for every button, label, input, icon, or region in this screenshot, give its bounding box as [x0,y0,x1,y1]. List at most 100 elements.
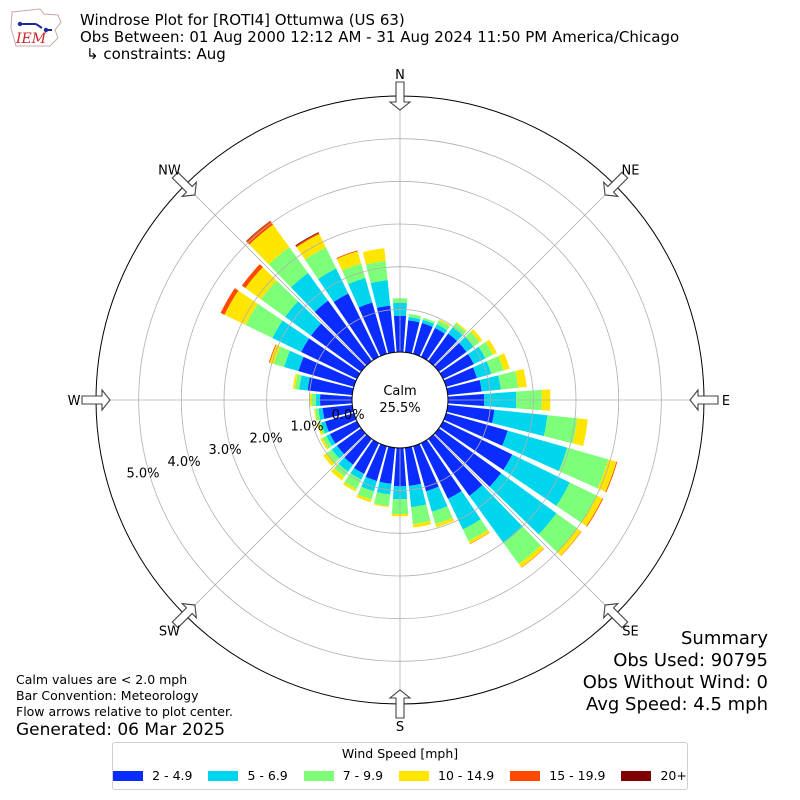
wedge-190-bin-3 [373,503,390,508]
wedge-220-bin-0 [344,434,372,465]
grid-spoke [433,184,616,367]
radial-tick-label: 2.0% [250,431,283,446]
wedge-290-bin-2 [273,346,290,367]
wedge-30-bin-3 [438,319,451,327]
wedge-50-bin-3 [470,329,483,343]
wedge-150-bin-1 [447,490,481,530]
wedge-170-bin-0 [404,446,422,486]
wedge-340-bin-3 [336,251,362,271]
wedge-30-bin-0 [420,328,445,361]
legend-item: 20+ [621,768,687,783]
wedge-70-bin-3 [498,353,510,371]
wedge-100-bin-2 [543,415,578,444]
wedge-210-bin-0 [353,439,380,474]
legend: Wind Speed [mph] 2 - 4.9 5 - 6.9 7 - 9.9 10… [112,742,688,790]
wedge-170-bin-2 [411,504,431,525]
chart-subtitle: Obs Between: 01 Aug 2000 12:12 AM - 31 A… [80,28,680,46]
wedge-50-bin-2 [465,331,480,347]
wedge-140-bin-3 [518,545,544,568]
wedge-80-bin-3 [515,368,527,388]
flow-note: Flow arrows relative to plot center. [16,704,233,719]
wedge-320-bin-1 [290,272,329,312]
wedge-260-bin-1 [318,408,325,421]
wedge-250-bin-0 [325,413,357,432]
wedge-120-bin-1 [503,454,570,506]
grid-spoke [433,433,616,616]
wedge-80-bin-2 [498,371,519,390]
wedge-210-bin-1 [350,468,365,480]
legend-item: 10 - 14.9 [399,768,494,783]
wedge-50-bin-1 [458,336,474,352]
compass-label-sw: SW [159,625,180,640]
wedge-140-bin-1 [469,485,523,543]
wedge-10-bin-2 [408,314,422,320]
wedge-230-bin-2 [326,449,340,464]
wedge-60-bin-2 [478,341,494,359]
wedge-340-bin-1 [348,277,373,308]
wedge-140-bin-0 [428,434,483,496]
wedge-330-bin-5 [295,232,319,247]
radial-tick-label: 3.0% [209,443,242,458]
calm-value: 25.5% [379,401,420,416]
wedge-190-bin-0 [379,446,396,484]
wedge-160-bin-0 [413,443,439,492]
wedge-130-bin-3 [557,528,582,556]
wedge-140-bin-4 [521,548,545,568]
flow-arrow-sw [171,602,198,629]
wedge-70-bin-0 [443,367,477,387]
wedge-300-bin-1 [272,320,310,353]
wedge-120-bin-4 [586,498,604,527]
chart-title: Windrose Plot for [ROTI4] Ottumwa (US 63… [80,11,405,29]
wedge-280-bin-1 [299,375,310,391]
wedge-120-bin-0 [439,420,513,470]
wedge-310-bin-4 [241,264,263,289]
radial-tick-label: 4.0% [168,455,201,470]
wedge-10-bin-0 [404,320,420,354]
wedge-190-bin-1 [376,481,392,495]
iem-logo: IEM [10,8,62,47]
wedge-280-bin-3 [292,373,298,390]
wedge-340-bin-4 [336,250,358,259]
label-layer: N NE E SE S SW W NW 0.0% 1.0% 2.0% 3.0% 4.0% 5.0% Calm… [68,68,731,735]
wedge-330-bin-0 [333,293,380,361]
wedge-280-bin-0 [307,377,354,396]
wedge-310-bin-3 [245,267,277,300]
wedge-330-bin-1 [318,268,349,302]
wedge-20-bin-0 [413,323,433,357]
compass-label-nw: NW [158,163,181,178]
wedge-200-bin-2 [357,486,374,500]
wedge-290-bin-1 [284,350,304,372]
wedge-220-bin-2 [333,463,349,477]
calm-label: Calm [383,384,416,399]
legend-label: 10 - 14.9 [438,768,495,783]
wedge-350-bin-3 [362,248,386,265]
wedge-150-bin-3 [468,529,490,544]
wedge-100-bin-0 [446,404,495,424]
flow-arrow-n [388,81,412,111]
wedge-150-bin-0 [420,439,462,499]
compass-label-n: N [395,68,405,83]
summary-obs-used: Obs Used: 90795 [613,650,768,671]
legend-item: 5 - 6.9 [208,768,288,783]
legend-swatch [303,770,334,781]
legend-swatch [208,770,239,781]
wedge-250-bin-1 [321,421,329,434]
radial-tick-label: 0.0% [332,408,365,423]
wedge-300-bin-0 [301,338,361,380]
notes-panel: Calm values are < 2.0 mph Bar Convention… [16,672,233,720]
wedge-60-bin-0 [439,353,474,380]
compass-label-se: SE [622,625,638,640]
wedge-80-bin-1 [479,375,501,392]
flow-arrow-s [388,689,412,719]
legend-items: 2 - 4.9 5 - 6.9 7 - 9.9 10 - 14.9 15 - 19.9 2… [113,768,687,783]
wedge-200-bin-3 [356,494,372,503]
wedge-120-bin-2 [556,482,597,523]
calm-note: Calm values are < 2.0 mph [16,672,188,687]
flow-arrow-nw [171,171,198,198]
flow-arrow-se [602,602,629,629]
wedge-320-bin-3 [249,224,290,265]
wedge-260-bin-0 [322,404,354,419]
grid-layer [81,81,719,719]
compass-label-s: S [396,720,404,735]
